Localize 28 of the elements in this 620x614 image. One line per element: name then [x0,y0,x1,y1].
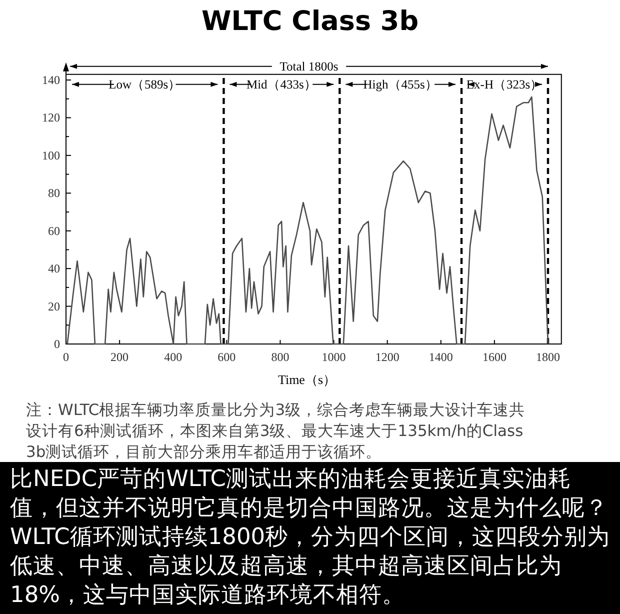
x-tick-label: 800 [271,350,290,364]
y-tick-label: 140 [42,73,60,87]
chart-title: WLTC Class 3b [200,6,420,37]
x-tick-label: 1000 [322,350,346,364]
y-tick-label: 60 [48,224,60,238]
y-tick-label: 20 [48,299,60,314]
x-tick-label: 1200 [375,350,400,364]
y-tick-label: 0 [54,337,60,351]
y-tick-label: 80 [48,186,60,200]
annotation: High（455s） [363,77,438,92]
annotation: Mid（433s） [246,77,317,92]
annotation: Low（589s） [108,77,182,92]
x-axis-title: Time（s） [278,372,336,387]
x-tick-label: 1600 [482,350,506,364]
x-tick-label: 1800 [536,350,560,364]
text: 比NEDC严苛的WLTC测试出来的油耗会更接近真实油耗值，但这并不说明它真的是切合中国路况。这是为什么呢？WLTC循环测试持续1800秒，分为四个区间，这四段分别为低速、中速、高速以及超高速，其中超高速区间占比为18%，这与中国实际道路环境不相符。 [0,462,620,614]
x-tick-label: 400 [164,350,182,364]
x-tick-label: 0 [63,350,69,364]
line-series [66,96,549,345]
y-tick-label: 40 [48,262,60,276]
y-tick-label: 100 [42,148,60,162]
annotation: Ex-H（323s） [466,77,544,92]
x-tick-label: 1400 [428,350,453,364]
x-tick-label: 200 [110,350,129,364]
x-tick-label: 600 [218,350,236,364]
text: Total 1800s [280,59,338,74]
y-tick-label: 120 [42,110,60,125]
text: 注：WLTC根据车辆功率质量比分为3级，综合考虑车辆最大设计车速共设计有6种测试循环，本图来自第3级、最大车速大于135km/h的Class 3b测试循环，目前大部分乘用车都适用于该循环。 [26,400,526,463]
